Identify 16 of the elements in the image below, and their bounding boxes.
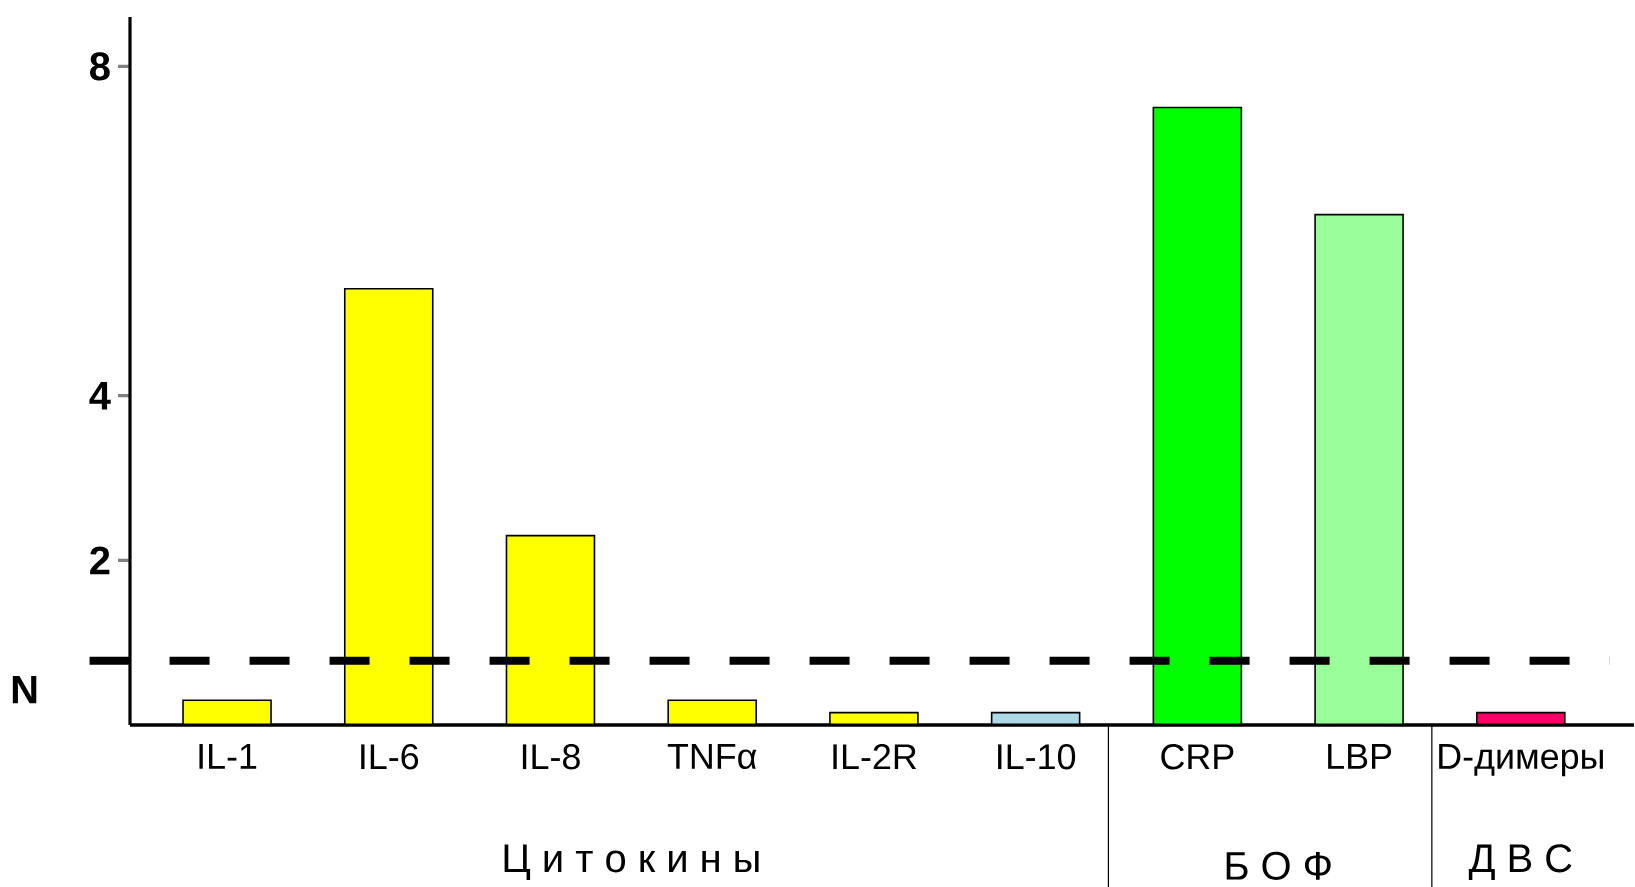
text: Б О Ф [1226, 851, 1331, 880]
ref-line-label: N [12, 675, 37, 704]
x-tick-label: IL-2R [833, 744, 917, 770]
y-tick-label: 8 [90, 52, 110, 81]
x-tick-label: TNFα [667, 744, 757, 770]
x-tick-label: D-димеры [1439, 744, 1603, 777]
x-tick-label: IL-1 [199, 744, 257, 769]
x-tick-label: CRP [1161, 744, 1234, 770]
y-tick-label: 2 [90, 546, 110, 575]
x-tick-label: IL-8 [522, 744, 580, 770]
y-tick-label: 4 [89, 382, 111, 410]
text: Д В С [1468, 844, 1572, 880]
text: Ц и т о к и н ы [504, 844, 759, 880]
x-tick-label: LBP [1328, 744, 1392, 769]
x-tick-label: IL-10 [998, 744, 1076, 770]
x-tick-label: IL-6 [361, 744, 419, 770]
